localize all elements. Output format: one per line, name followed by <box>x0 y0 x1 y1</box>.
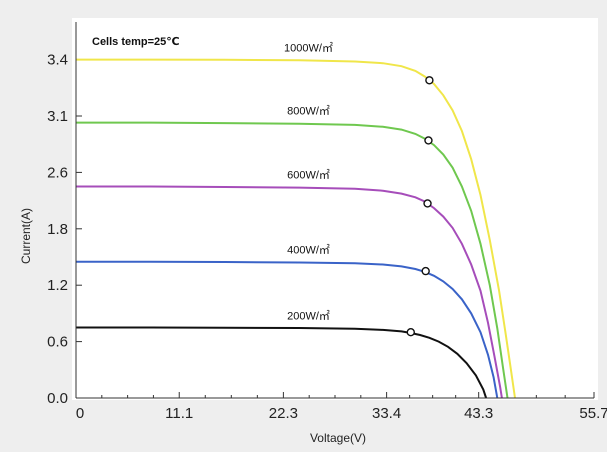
series-line-2 <box>76 185 503 399</box>
y-tick-label: 0.6 <box>47 334 68 351</box>
y-axis-title: Current(A) <box>19 208 33 264</box>
y-tick-label: 0.0 <box>47 390 68 407</box>
y-tick-label: 3.4 <box>47 52 68 69</box>
mpp-marker-0 <box>425 76 434 85</box>
mpp-marker-2 <box>423 199 432 208</box>
y-tick-label: 1.2 <box>47 277 68 294</box>
x-tick-label: 22.3 <box>269 405 298 422</box>
mpp-marker-4 <box>406 328 415 337</box>
series-line-3 <box>76 260 499 399</box>
series-label-4: 200W/㎡ <box>287 310 330 323</box>
x-axis-title: Voltage(V) <box>310 431 366 445</box>
temperature-annotation: Cells temp=25℃ <box>92 36 180 48</box>
series-label-1: 800W/㎡ <box>287 105 330 118</box>
series-line-1 <box>76 121 509 399</box>
mpp-marker-3 <box>421 266 430 276</box>
series-line-4 <box>76 326 488 399</box>
x-tick-label: 43.3 <box>464 405 493 422</box>
y-tick-label: 1.8 <box>47 221 68 238</box>
mpp-marker-1 <box>424 136 433 145</box>
y-tick-label: 2.6 <box>47 164 68 181</box>
x-tick-label: 33.4 <box>372 405 401 422</box>
x-tick-label: 11.1 <box>165 405 193 422</box>
series-label-3: 400W/㎡ <box>287 244 330 257</box>
series-label-2: 600W/㎡ <box>287 169 330 182</box>
x-tick-label: 55.7 <box>579 405 607 422</box>
series-label-0: 1000W/㎡ <box>284 42 333 55</box>
plot-area <box>72 18 598 400</box>
y-tick-label: 3.1 <box>47 108 68 125</box>
series-line-0 <box>76 58 516 399</box>
x-tick-label: 0 <box>76 405 84 422</box>
